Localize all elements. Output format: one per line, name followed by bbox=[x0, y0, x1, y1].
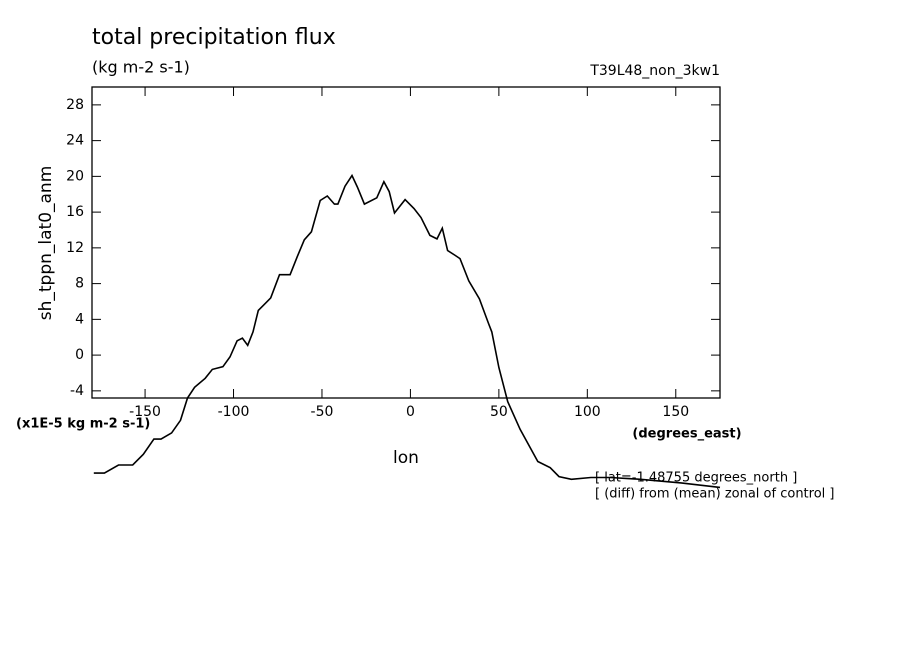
y-tick-label: 16 bbox=[66, 204, 84, 220]
plot-frame bbox=[91, 86, 721, 399]
dataset-label: T39L48_non_3kw1 bbox=[589, 63, 720, 79]
annotation: [ (diff) from (mean) zonal of control ] bbox=[595, 487, 834, 502]
x-tick-label: -150 bbox=[129, 404, 161, 420]
y-tick-label: 24 bbox=[66, 133, 84, 149]
chart-title: total precipitation flux bbox=[92, 25, 336, 50]
y-axis-label: sh_tppn_lat0_anm bbox=[36, 166, 56, 321]
y-tick-label: 8 bbox=[75, 276, 84, 292]
y-scale-note: (x1E-5 kg m-2 s-1) bbox=[16, 417, 150, 432]
x-axis-label: lon bbox=[393, 448, 419, 468]
y-tick-label: 20 bbox=[66, 168, 84, 184]
data-line bbox=[93, 173, 721, 489]
x-tick-label: 150 bbox=[662, 404, 689, 420]
y-tick-label: 28 bbox=[66, 97, 84, 113]
x-tick-label: -100 bbox=[218, 404, 250, 420]
x-tick-label: 100 bbox=[574, 404, 601, 420]
y-tick-label: 0 bbox=[75, 347, 84, 363]
y-tick-label: 12 bbox=[66, 240, 84, 256]
x-units: (degrees_east) bbox=[632, 427, 741, 442]
x-tick-label: 50 bbox=[490, 404, 508, 420]
y-tick-label: -4 bbox=[70, 383, 84, 399]
x-tick-label: 0 bbox=[406, 404, 415, 420]
chart-subtitle: (kg m-2 s-1) bbox=[92, 58, 190, 77]
y-tick-label: 4 bbox=[75, 311, 84, 327]
annotation: [ lat=-1.48755 degrees_north ] bbox=[595, 471, 797, 486]
x-tick-label: -50 bbox=[311, 404, 334, 420]
